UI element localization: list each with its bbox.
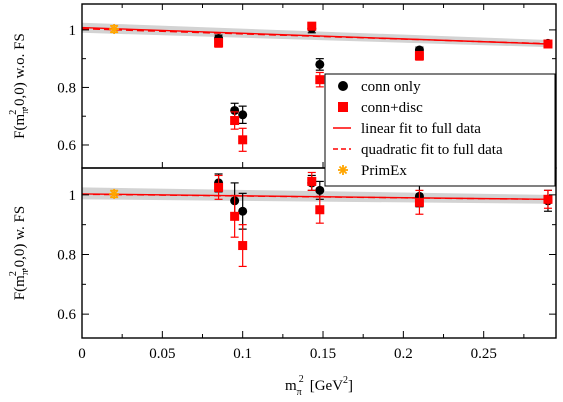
top-error-band [82, 22, 548, 48]
top-conn-only-point-2 [238, 110, 248, 120]
legend-item-1: conn+disc [338, 100, 423, 116]
top-conn-disc-point-2 [238, 135, 248, 145]
top-conn-only-point-1 [230, 105, 240, 115]
bottom-error-band [82, 187, 548, 204]
upper-y-axis-title: F(mπ2,0,0) w.o. FS [8, 33, 31, 139]
bottom-quadratic-fit-line [82, 193, 548, 201]
top-ytick-label-0: 0.6 [57, 138, 76, 154]
top-ytick-label-1: 0.8 [57, 80, 76, 96]
legend-label-2: linear fit to full data [361, 121, 481, 137]
xtick-label-5: 0.25 [471, 346, 497, 362]
x-axis-title: mπ2 [GeV2] [285, 374, 353, 398]
top-conn-disc-point-6 [543, 39, 553, 49]
xtick-label-3: 0.15 [310, 346, 336, 362]
legend-label-3: quadratic fit to full data [361, 142, 503, 158]
legend-item-4: PrimEx [338, 163, 407, 179]
xtick-label-4: 0.2 [394, 346, 413, 362]
top-conn-disc-point-3 [307, 21, 317, 31]
lower-plot-frame [81, 167, 557, 339]
bottom-ytick-label-2: 1 [69, 188, 77, 204]
xtick-label-2: 0.1 [233, 346, 252, 362]
legend-box [324, 73, 556, 187]
legend-marker-circle [338, 81, 348, 91]
legend-marker-square [338, 102, 348, 112]
bottom-conn-disc-point-4 [315, 205, 325, 215]
legend: conn only conn+disc linear fit to full dat… [324, 73, 556, 187]
bottom-conn-only-point-4 [315, 185, 325, 195]
lower-panel: 0.6 0.8 1 F(mπ2,0,0) w. FS [8, 167, 557, 339]
top-conn-only-point-4 [315, 59, 325, 69]
legend-label-1: conn+disc [361, 100, 423, 116]
upper-panel: 0.6 0.8 1 F(mπ2,0,0) w.o. FS [8, 3, 557, 169]
bottom-conn-only-point-2 [238, 206, 248, 216]
legend-item-2: linear fit to full data [333, 121, 481, 137]
legend-label-4: PrimEx [361, 163, 407, 179]
legend-marker-star [338, 165, 348, 175]
bottom-conn-disc-point-1 [230, 211, 240, 221]
bottom-conn-disc-point-0 [214, 182, 224, 192]
bottom-conn-disc-point-2 [238, 241, 248, 251]
bottom-primex-point [109, 188, 120, 199]
xtick-label-0: 0 [78, 346, 86, 362]
bottom-conn-disc-point-3 [307, 176, 317, 186]
bottom-conn-disc-point-6 [543, 194, 553, 204]
xtick-label-1: 0.05 [149, 346, 175, 362]
legend-item-0: conn only [338, 79, 421, 95]
lower-y-axis-title: F(mπ2,0,0) w. FS [8, 206, 31, 300]
legend-label-0: conn only [361, 79, 421, 95]
top-primex-point [109, 24, 120, 35]
top-quadratic-fit-line [82, 28, 548, 45]
top-conn-disc-point-1 [230, 116, 240, 126]
bottom-conn-disc-point-5 [414, 197, 424, 207]
x-axis: 0 0.05 0.1 0.15 0.2 0.25 [78, 4, 525, 362]
top-ytick-label-2: 1 [69, 23, 77, 39]
top-conn-disc-point-0 [214, 38, 224, 48]
bottom-ytick-label-1: 0.8 [57, 247, 76, 263]
top-conn-disc-point-4 [315, 75, 325, 85]
bottom-ytick-label-0: 0.6 [57, 307, 76, 323]
top-conn-disc-point-5 [414, 51, 424, 61]
legend-item-3: quadratic fit to full data [333, 142, 503, 158]
